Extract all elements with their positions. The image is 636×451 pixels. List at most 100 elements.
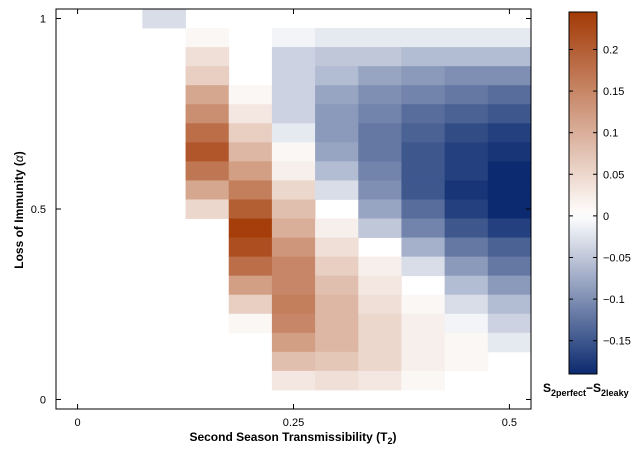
heatmap-cell: [444, 294, 489, 315]
heatmap-cell: [487, 256, 532, 277]
heatmap-cell: [487, 180, 532, 200]
heatmap-cell: [358, 199, 402, 219]
heatmap-cell: [358, 351, 402, 372]
heatmap-cell: [358, 275, 402, 296]
heatmap-cell: [271, 275, 316, 296]
colorbar-tick-label: −0.1: [603, 294, 625, 306]
x-axis-label-subscript: 2: [388, 436, 393, 446]
heatmap-cell: [487, 218, 532, 238]
colorbar-tick-label: −0.15: [603, 336, 631, 348]
heatmap-cell: [401, 123, 446, 143]
heatmap-cell: [228, 123, 273, 143]
x-axis-ticks: 0 0.25 0.5: [75, 9, 517, 429]
heatmap-cell: [487, 332, 532, 353]
heatmap-cell: [185, 161, 230, 181]
heatmap-cell: [401, 85, 446, 105]
colorbar-tick-label: 0.1: [603, 128, 618, 140]
colorbar-label-sub1: 2perfect: [551, 388, 586, 398]
heatmap-cell: [487, 85, 532, 105]
heatmap-cell: [358, 28, 402, 48]
heatmap-cell: [271, 237, 316, 258]
colorbar-tick-label: 0.15: [603, 86, 624, 98]
heatmap-cell: [185, 47, 230, 67]
heatmap-cell: [358, 104, 402, 124]
heatmap-cell: [358, 370, 402, 391]
heatmap-cell: [271, 199, 316, 219]
heatmap-cell: [271, 66, 316, 86]
heatmap-cell: [401, 47, 446, 67]
colorbar-ticks: 0.2 0.15 0.1 0.05 0 −0.05 −0.1 −0.15: [569, 44, 631, 348]
y-axis-label-main: Loss of Immunity (: [12, 162, 26, 269]
colorbar-tick-label: −0.05: [603, 252, 631, 264]
heatmap-cell: [185, 85, 230, 105]
heatmap-cell: [358, 180, 402, 200]
heatmap-cell: [401, 104, 446, 124]
heatmap-cell: [401, 332, 446, 353]
heatmap-cell: [358, 85, 402, 105]
heatmap-cell: [358, 313, 402, 334]
heatmap-cell: [315, 332, 359, 353]
heatmap-cell: [358, 161, 402, 181]
heatmap-cell: [228, 199, 273, 219]
x-axis-label-close: ): [393, 430, 397, 444]
heatmap-cell: [271, 218, 316, 238]
heatmap-cell: [271, 85, 316, 105]
heatmap-cell: [142, 9, 186, 29]
heatmap-cell: [487, 28, 532, 48]
heatmap-cell: [487, 199, 532, 219]
heatmap-cell: [358, 256, 402, 277]
heatmap-cell: [185, 28, 230, 48]
heatmap-cell: [358, 142, 402, 162]
heatmap-cell: [487, 104, 532, 124]
colorbar-label-s2: −S: [586, 381, 601, 395]
heatmap-cell: [358, 218, 402, 238]
colorbar-label: S2perfect−S2leaky: [543, 381, 629, 398]
heatmap-cell: [271, 256, 316, 277]
heatmap-cell: [271, 28, 316, 48]
y-tick-label: 0: [40, 394, 46, 406]
heatmap-cell: [228, 237, 273, 258]
heatmap-cell: [444, 104, 489, 124]
heatmap-cell: [444, 199, 489, 219]
heatmap-cell: [444, 256, 489, 277]
colorbar-tick-label: 0.05: [603, 169, 624, 181]
heatmap-cell: [401, 351, 446, 372]
heatmap-cell: [271, 351, 316, 372]
heatmap-cell: [271, 294, 316, 315]
heatmap-cell: [185, 104, 230, 124]
heatmap-cell: [315, 237, 359, 258]
heatmap-cell: [487, 275, 532, 296]
heatmap-cell: [401, 370, 446, 391]
heatmap-cell: [228, 218, 273, 238]
heatmap-cell: [271, 104, 316, 124]
heatmap-cell: [444, 237, 489, 258]
heatmap-cell: [315, 47, 359, 67]
heatmap-cell: [401, 142, 446, 162]
heatmap-cell: [487, 123, 532, 143]
heatmap-cell: [271, 370, 316, 391]
y-axis-label: Loss of Immunity (α): [12, 151, 26, 269]
heatmap-cell: [228, 161, 273, 181]
heatmap-cell: [444, 66, 489, 86]
heatmap-cell: [185, 180, 230, 200]
heatmap-cell: [358, 123, 402, 143]
heatmap-cell: [185, 66, 230, 86]
heatmap-cell: [444, 123, 489, 143]
heatmap-cell: [315, 85, 359, 105]
heatmap-cell: [401, 180, 446, 200]
x-tick-label: 0.25: [283, 417, 304, 429]
heatmap-cell: [228, 142, 273, 162]
heatmap-cell: [315, 66, 359, 86]
heatmap-cell: [228, 294, 273, 315]
heatmap-cell: [228, 85, 273, 105]
heatmap-cell: [401, 28, 446, 48]
heatmap-cell: [315, 104, 359, 124]
heatmap-cell: [358, 332, 402, 353]
y-tick-label: 1: [40, 14, 46, 26]
heatmap-cell: [271, 142, 316, 162]
heatmap-cell: [315, 294, 359, 315]
heatmap-cell: [401, 161, 446, 181]
heatmap-cell: [487, 47, 532, 67]
heatmap-cell: [444, 47, 489, 67]
heatmap-cell: [185, 199, 230, 219]
